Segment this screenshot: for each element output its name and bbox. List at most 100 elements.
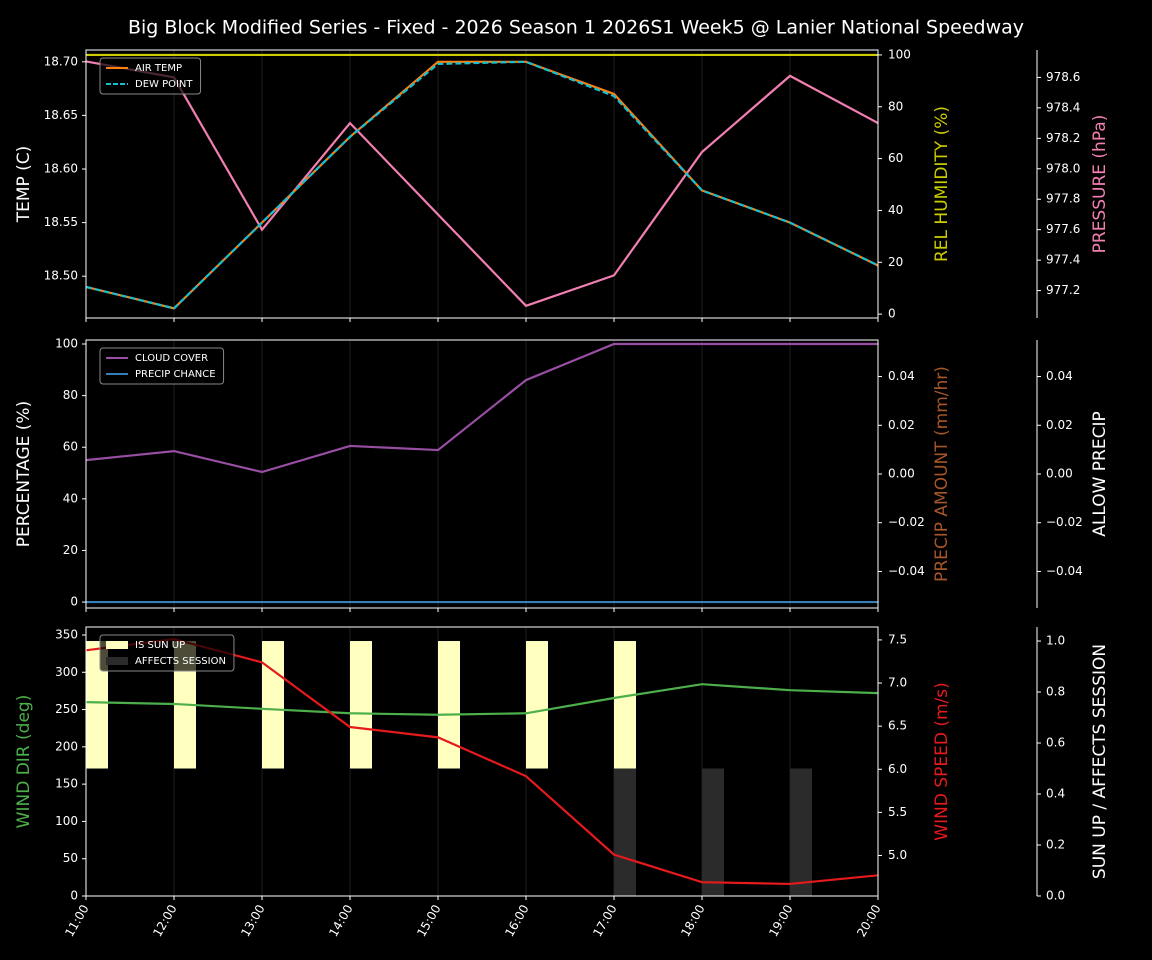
legend-label: PRECIP CHANCE (135, 369, 216, 380)
y-tick-label: 300 (55, 665, 78, 679)
bar (702, 768, 724, 896)
y3-tick-label: −0.02 (1046, 515, 1083, 529)
y2-tick-label: 0.04 (888, 369, 915, 383)
line (85, 683, 879, 716)
x-tick-label: 16:00 (502, 902, 531, 939)
x-tick-label: 14:00 (326, 902, 355, 939)
y2-tick-label: −0.04 (888, 564, 925, 578)
y3-tick-label: 978.0 (1046, 161, 1080, 175)
y2-axis-label: WIND SPEED (m/s) (932, 682, 952, 840)
y-axis-label: PERCENTAGE (%) (14, 401, 34, 547)
plot-frame (85, 49, 879, 319)
x-tick-label: 18:00 (678, 902, 707, 939)
y2-tick-label: 0.00 (888, 467, 915, 481)
y3-tick-label: 0.00 (1046, 467, 1073, 481)
legend-swatch (106, 641, 128, 649)
y-tick-label: 80 (63, 388, 78, 402)
y3-tick-label: 978.4 (1046, 100, 1080, 114)
legend-label: AFFECTS SESSION (135, 656, 226, 667)
y-tick-label: 0 (70, 595, 78, 609)
bar (86, 641, 108, 769)
y3-axis-label: ALLOW PRECIP (1090, 411, 1110, 537)
line (85, 342, 878, 474)
y-tick-label: 250 (55, 702, 78, 716)
y3-tick-label: 0.02 (1046, 418, 1073, 432)
x-tick-label: 13:00 (238, 902, 267, 939)
y3-tick-label: 978.2 (1046, 131, 1080, 145)
line (85, 60, 879, 310)
y-tick-label: 18.60 (44, 161, 78, 175)
y-tick-label: 100 (55, 337, 78, 351)
y3-tick-label: 0.2 (1046, 838, 1065, 852)
chart-title: Big Block Modified Series - Fixed - 2026… (128, 17, 1024, 39)
y-axis-label: WIND DIR (deg) (14, 695, 34, 829)
y3-axis-label: SUN UP / AFFECTS SESSION (1090, 644, 1110, 879)
y2-tick-label: 60 (888, 151, 903, 165)
y-tick-label: 150 (55, 777, 78, 791)
y-tick-label: 18.55 (44, 215, 78, 229)
x-tick-label: 20:00 (854, 902, 883, 939)
y2-tick-label: 7.0 (888, 676, 907, 690)
y2-tick-label: 6.5 (888, 719, 907, 733)
y3-tick-label: 0.04 (1046, 369, 1073, 383)
legend-label: DEW POINT (135, 79, 193, 90)
legend-box (99, 634, 235, 672)
y3-tick-label: 0.0 (1046, 889, 1065, 903)
x-tick-label: 15:00 (414, 902, 443, 939)
y2-tick-label: 20 (888, 255, 903, 269)
y-tick-label: 40 (63, 491, 78, 505)
x-tick-label: 19:00 (766, 902, 795, 939)
legend: CLOUD COVER PRECIP CHANCE (99, 347, 225, 385)
legend-label: CLOUD COVER (135, 353, 208, 364)
bar (438, 641, 460, 769)
y2-tick-label: 100 (888, 47, 911, 61)
y-tick-label: 0 (70, 889, 78, 903)
legend: IS SUN UP AFFECTS SESSION (99, 634, 235, 672)
y-tick-label: 50 (63, 851, 78, 865)
y2-tick-label: 0 (888, 307, 896, 321)
bar (350, 641, 372, 769)
y3-tick-label: 977.4 (1046, 253, 1080, 267)
line (85, 637, 879, 886)
y-tick-label: 20 (63, 543, 78, 557)
y3-tick-label: 977.2 (1046, 283, 1080, 297)
bar (614, 768, 636, 896)
y2-axis-label: REL HUMIDITY (%) (932, 106, 952, 262)
bar (614, 641, 636, 769)
y3-tick-label: 978.6 (1046, 70, 1080, 84)
y3-tick-label: 1.0 (1046, 634, 1065, 648)
bar (262, 641, 284, 769)
y-tick-label: 18.50 (44, 269, 78, 283)
y-tick-label: 200 (55, 739, 78, 753)
y3-tick-label: 0.8 (1046, 685, 1065, 699)
y2-tick-label: 7.5 (888, 632, 907, 646)
y2-tick-label: 6.0 (888, 762, 907, 776)
y2-axis-label: PRECIP AMOUNT (mm/hr) (932, 366, 952, 582)
x-tick-label: 12:00 (150, 902, 179, 939)
legend-label: IS SUN UP (135, 640, 185, 651)
y-tick-label: 350 (55, 627, 78, 641)
legend-swatch (106, 657, 128, 665)
y3-tick-label: 0.4 (1046, 787, 1065, 801)
y2-tick-label: 5.5 (888, 805, 907, 819)
x-tick-label: 11:00 (62, 902, 91, 939)
legend: AIR TEMP DEW POINT (99, 57, 202, 95)
y2-tick-label: 5.0 (888, 848, 907, 862)
plot-frame (85, 339, 879, 609)
y2-tick-label: −0.02 (888, 515, 925, 529)
x-tick-label: 17:00 (590, 902, 619, 939)
legend-label: AIR TEMP (135, 63, 182, 74)
y2-tick-label: 0.02 (888, 418, 915, 432)
y3-tick-label: 0.6 (1046, 736, 1065, 750)
line (85, 60, 879, 310)
legend-box (99, 347, 225, 385)
line (85, 60, 879, 308)
y3-tick-label: 977.6 (1046, 222, 1080, 236)
bar (790, 768, 812, 896)
plot-frame (85, 626, 879, 897)
y-tick-label: 60 (63, 440, 78, 454)
y-tick-label: 18.65 (44, 108, 78, 122)
y3-axis-label: PRESSURE (hPa) (1090, 115, 1110, 254)
y-axis-label: TEMP (C) (14, 146, 34, 224)
